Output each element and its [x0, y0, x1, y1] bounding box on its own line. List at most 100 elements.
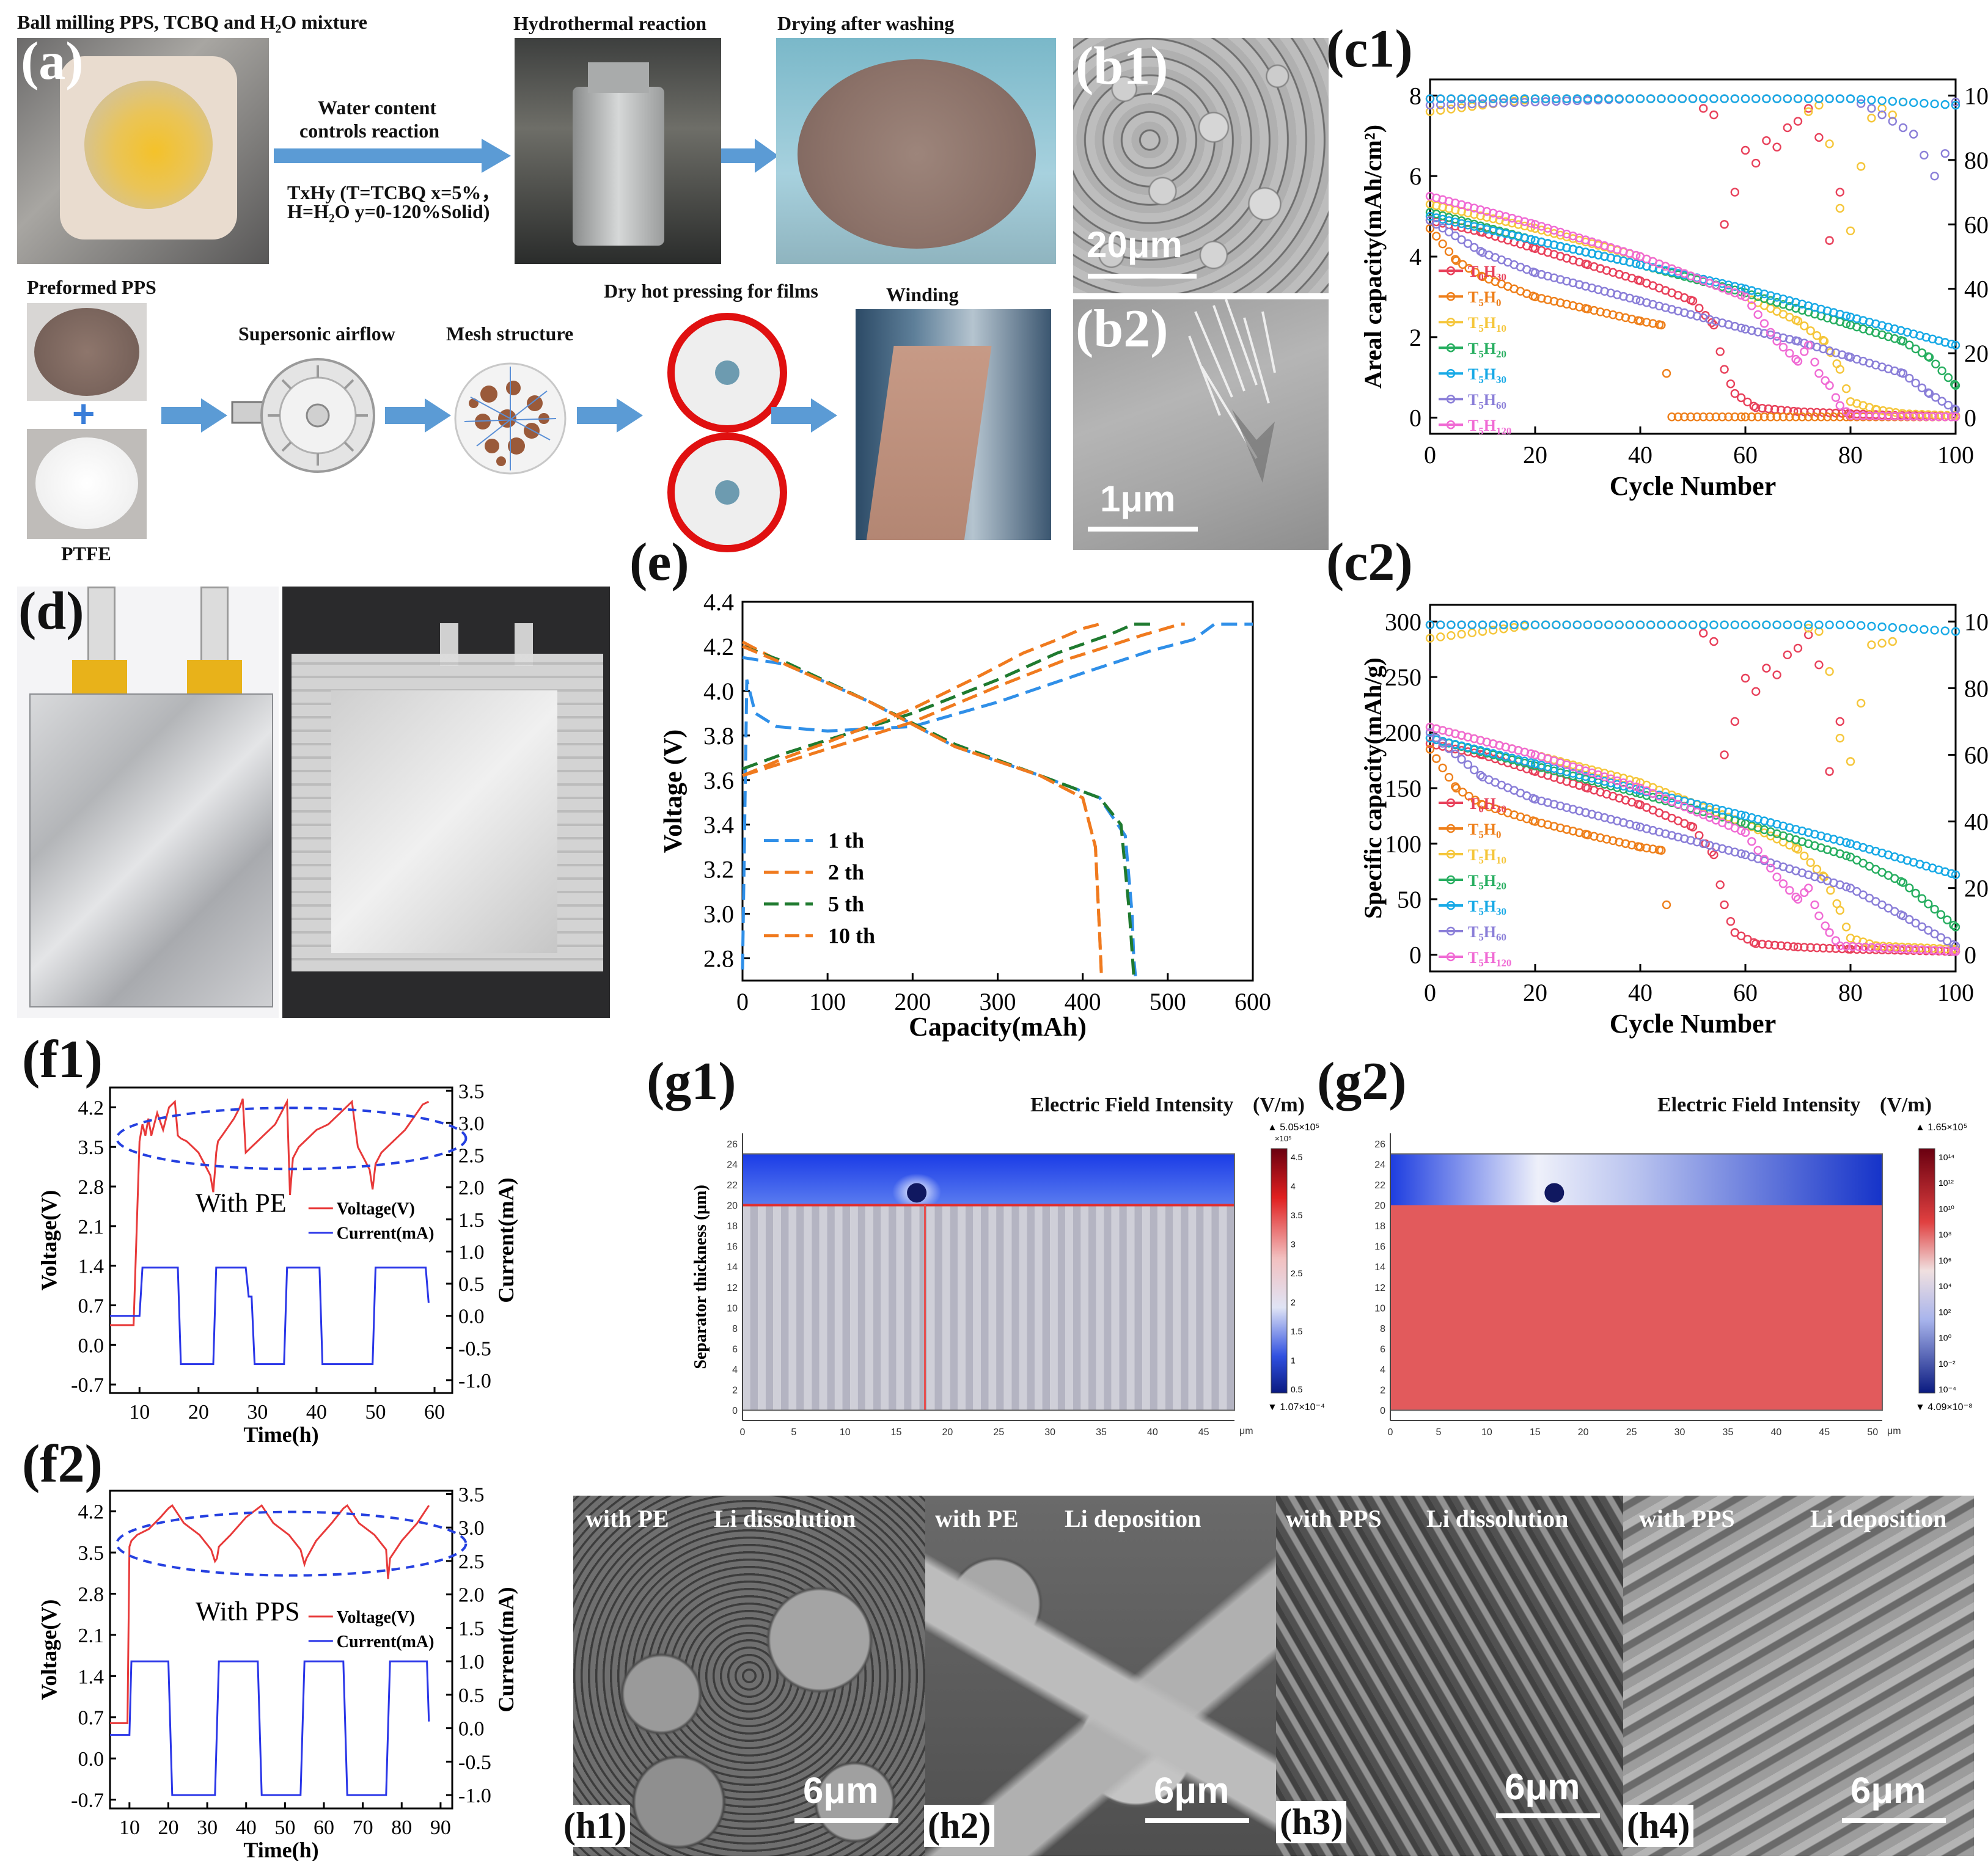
y-tick-label: 16	[727, 1242, 738, 1252]
data-point	[1937, 397, 1946, 406]
panel-d-label: (d)	[18, 582, 84, 641]
data-point	[1730, 412, 1739, 422]
data-point	[1583, 620, 1593, 629]
legend-label-T5H20: T5H20	[1468, 872, 1506, 892]
pore-stripe	[1227, 1205, 1234, 1411]
hydrothermal-photo	[515, 38, 721, 264]
legend: T0H30 T5H0 T5H10 T5H20 T5H30 T5H60 T5H120	[1439, 795, 1511, 969]
data-point	[1470, 765, 1479, 775]
data-point	[1444, 744, 1454, 753]
data-point	[1825, 667, 1834, 676]
data-point	[1425, 745, 1435, 754]
y-tick-label: 24	[1374, 1160, 1385, 1170]
data-point	[1631, 250, 1641, 260]
data-point	[1730, 188, 1739, 197]
data-point	[1951, 100, 1960, 110]
data-point	[1951, 941, 1960, 951]
x-tick-label: 30	[1044, 1427, 1055, 1438]
arrow-text-1: Water content	[318, 97, 437, 119]
data-point	[1951, 923, 1960, 932]
y2-tick-label: 1.0	[458, 1241, 485, 1263]
data-point	[1667, 94, 1676, 103]
colorbar-exponent: ×10⁵	[1275, 1134, 1291, 1143]
h1-left-text: with PE	[585, 1505, 669, 1532]
pore-stripe	[780, 1205, 789, 1411]
data-point	[1736, 810, 1746, 819]
legend-voltage-label: Voltage(V)	[337, 1608, 415, 1627]
data-point	[1743, 397, 1752, 407]
data-point	[1778, 879, 1788, 888]
data-point	[1846, 411, 1855, 420]
data-point	[1736, 412, 1746, 422]
y-tick-label: 10	[727, 1303, 738, 1314]
data-point	[1740, 673, 1750, 683]
y2-tick-label: 2.5	[458, 1145, 485, 1168]
data-point	[1816, 412, 1826, 422]
legend-marker	[1446, 952, 1456, 962]
h2-left-text: with PE	[935, 1505, 1019, 1532]
data-point	[1888, 117, 1897, 126]
data-point	[1924, 926, 1933, 935]
data-point	[1699, 620, 1708, 629]
legend-marker	[1446, 394, 1456, 404]
y2-tick-label: 2.0	[458, 1584, 485, 1607]
y-tick-label: 200	[1385, 719, 1421, 747]
y-tick-label: 4.2	[78, 1097, 105, 1119]
pouch-cell-photo-2	[282, 587, 610, 1018]
data-point	[1451, 231, 1460, 241]
data-point	[1451, 783, 1461, 793]
legend: 1 th 2 th 5 th 10 th	[764, 828, 875, 948]
ball-mill-photo	[17, 38, 269, 264]
data-point	[1877, 96, 1887, 105]
data-point	[1425, 728, 1435, 737]
data-point	[1857, 99, 1866, 108]
data-point	[1804, 412, 1813, 422]
data-point	[1814, 94, 1824, 103]
data-point	[1615, 620, 1624, 629]
pore-stripe	[904, 1205, 912, 1411]
data-point	[1835, 941, 1844, 951]
pore-stripe	[950, 1205, 958, 1411]
y2-tick-label: -1.0	[458, 1370, 491, 1392]
data-point	[1810, 412, 1819, 422]
x-tick-label: 600	[1234, 988, 1271, 1015]
b2-scale-text: 1μm	[1100, 478, 1176, 519]
data-point	[1457, 620, 1466, 629]
g1-title: Electric Field Intensity	[1030, 1094, 1234, 1116]
x-tick-label: 70	[353, 1816, 373, 1839]
y-tick-label: 0.0	[78, 1748, 105, 1771]
data-point	[1447, 94, 1456, 103]
data-point	[1825, 139, 1834, 148]
data-point	[1432, 219, 1441, 229]
arrow-a3	[161, 398, 227, 433]
chart-e: 0 100 200 300 400 500 600 2.8 3.0 3.2 3.4 3.6 3.8 4.0…	[659, 588, 1271, 1042]
data-point	[1814, 911, 1824, 921]
x-tick-label: 100	[809, 988, 846, 1015]
series-CE-T5H30	[1425, 620, 1960, 636]
data-point	[1883, 411, 1893, 421]
g2-unit: (V/m)	[1880, 1094, 1932, 1116]
data-point	[1804, 623, 1813, 633]
data-point	[1699, 104, 1708, 113]
colorbar-tick-label: 1.5	[1291, 1326, 1303, 1336]
data-point	[1499, 98, 1508, 108]
y-axis-title: Areal capacity(mAh/cm²)	[1359, 125, 1387, 389]
panel-c1-label: (c1)	[1326, 20, 1413, 79]
y2-tick-label: -0.5	[458, 1337, 491, 1360]
pore-stripe	[812, 1205, 820, 1411]
data-point	[1920, 150, 1929, 160]
data-point	[1457, 103, 1466, 112]
supersonic-airflow-diagram	[231, 358, 375, 473]
legend-marker	[1446, 849, 1456, 859]
data-point	[1753, 412, 1762, 422]
data-point	[1470, 243, 1479, 252]
h3-scale-text: 6μm	[1505, 1766, 1580, 1807]
colorbar-tick-label: 10⁸	[1938, 1230, 1952, 1240]
series-CE-T5H30	[1425, 94, 1960, 110]
y-tick-label: 6	[732, 1345, 738, 1355]
legend: T0H30 T5H0 T5H10 T5H20 T5H30 T5H60 T5H120	[1439, 263, 1511, 437]
y2-tick-label: 0.5	[458, 1684, 485, 1707]
pore-stripe	[988, 1205, 997, 1411]
pore-stripe	[1104, 1205, 1112, 1411]
